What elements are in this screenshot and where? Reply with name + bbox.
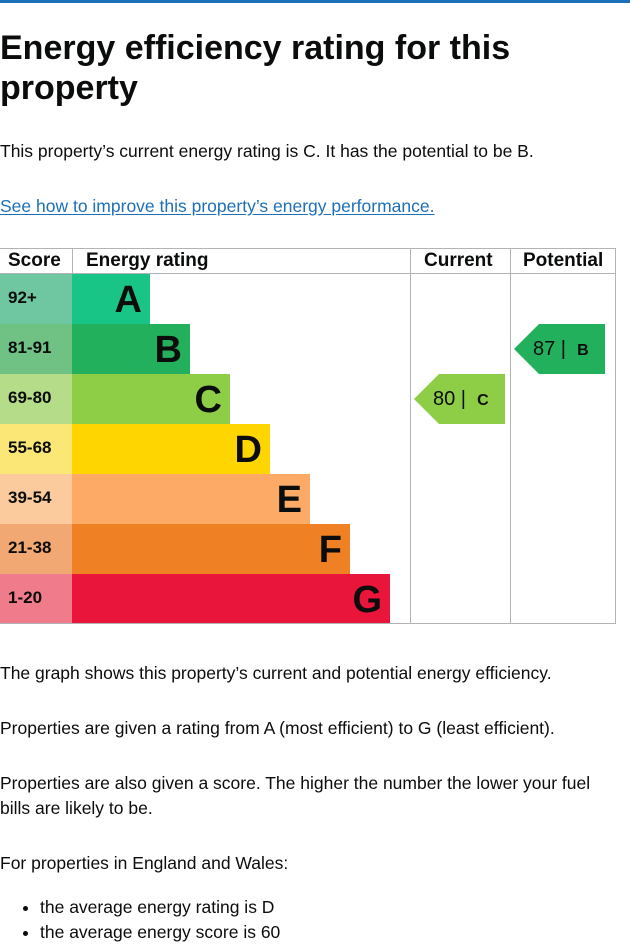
graph-explanation: The graph shows this property’s current … xyxy=(0,663,552,683)
potential-letter: B xyxy=(577,342,589,359)
potential-score: 87 xyxy=(533,338,556,360)
band-score: 21-38 xyxy=(0,524,72,574)
current-score: 80 xyxy=(433,388,456,410)
ratings-explanation: Properties are given a rating from A (mo… xyxy=(0,718,555,738)
band-score: 92+ xyxy=(0,274,72,324)
band-letter: B xyxy=(154,329,182,371)
potential-arrow-shape xyxy=(514,324,605,374)
improve-link-paragraph: See how to improve this property’s energ… xyxy=(0,194,625,219)
band-bar: F xyxy=(72,524,350,574)
potential-rating-arrow: 87 | B xyxy=(514,324,605,374)
grid-col-right xyxy=(615,248,616,624)
potential-rating-label: 87 | B xyxy=(533,338,589,360)
band-bar: B xyxy=(72,324,190,374)
grid-top xyxy=(0,248,616,249)
england-wales-intro: For properties in England and Wales: xyxy=(0,853,289,873)
band-bar: D xyxy=(72,424,270,474)
grid-header-bottom xyxy=(0,273,616,274)
current-rating-label: 80 | C xyxy=(433,388,489,410)
band-score: 69-80 xyxy=(0,374,72,424)
energy-rating-chart: Score Energy rating Current Potential 92… xyxy=(0,248,616,624)
band-score: 39-54 xyxy=(0,474,72,524)
grid-col-current xyxy=(410,248,411,624)
current-letter: C xyxy=(477,392,489,409)
list-item: the average energy rating is D xyxy=(40,895,280,920)
grid-col-score xyxy=(72,248,73,274)
band-letter: E xyxy=(276,479,302,521)
band-letter: C xyxy=(194,379,222,421)
top-border xyxy=(0,0,630,3)
score-explanation: Properties are also given a score. The h… xyxy=(0,773,591,818)
header-current: Current xyxy=(424,250,493,271)
band-score: 81-91 xyxy=(0,324,72,374)
band-letter: A xyxy=(114,279,142,321)
band-letter: F xyxy=(318,529,342,571)
page-title: Energy efficiency rating for this proper… xyxy=(0,29,511,107)
averages-list: the average energy rating is D the avera… xyxy=(0,895,280,945)
band-bar: A xyxy=(72,274,150,324)
current-arrow-shape xyxy=(414,374,505,424)
header-score: Score xyxy=(8,250,61,271)
intro-text: This property’s current energy rating is… xyxy=(0,141,534,161)
band-score: 55-68 xyxy=(0,424,72,474)
list-item: the average energy score is 60 xyxy=(40,920,280,945)
improve-performance-link[interactable]: See how to improve this property’s energ… xyxy=(0,196,435,216)
band-bar: G xyxy=(72,574,390,624)
current-rating-arrow: 80 | C xyxy=(414,374,505,424)
band-bar: E xyxy=(72,474,310,524)
grid-bottom xyxy=(0,623,616,624)
header-potential: Potential xyxy=(523,250,604,271)
band-bar: C xyxy=(72,374,230,424)
band-letter: G xyxy=(352,579,382,621)
grid-col-potential xyxy=(510,248,511,624)
band-score: 1-20 xyxy=(0,574,72,624)
band-letter: D xyxy=(234,429,262,471)
header-energy-rating: Energy rating xyxy=(86,250,209,271)
